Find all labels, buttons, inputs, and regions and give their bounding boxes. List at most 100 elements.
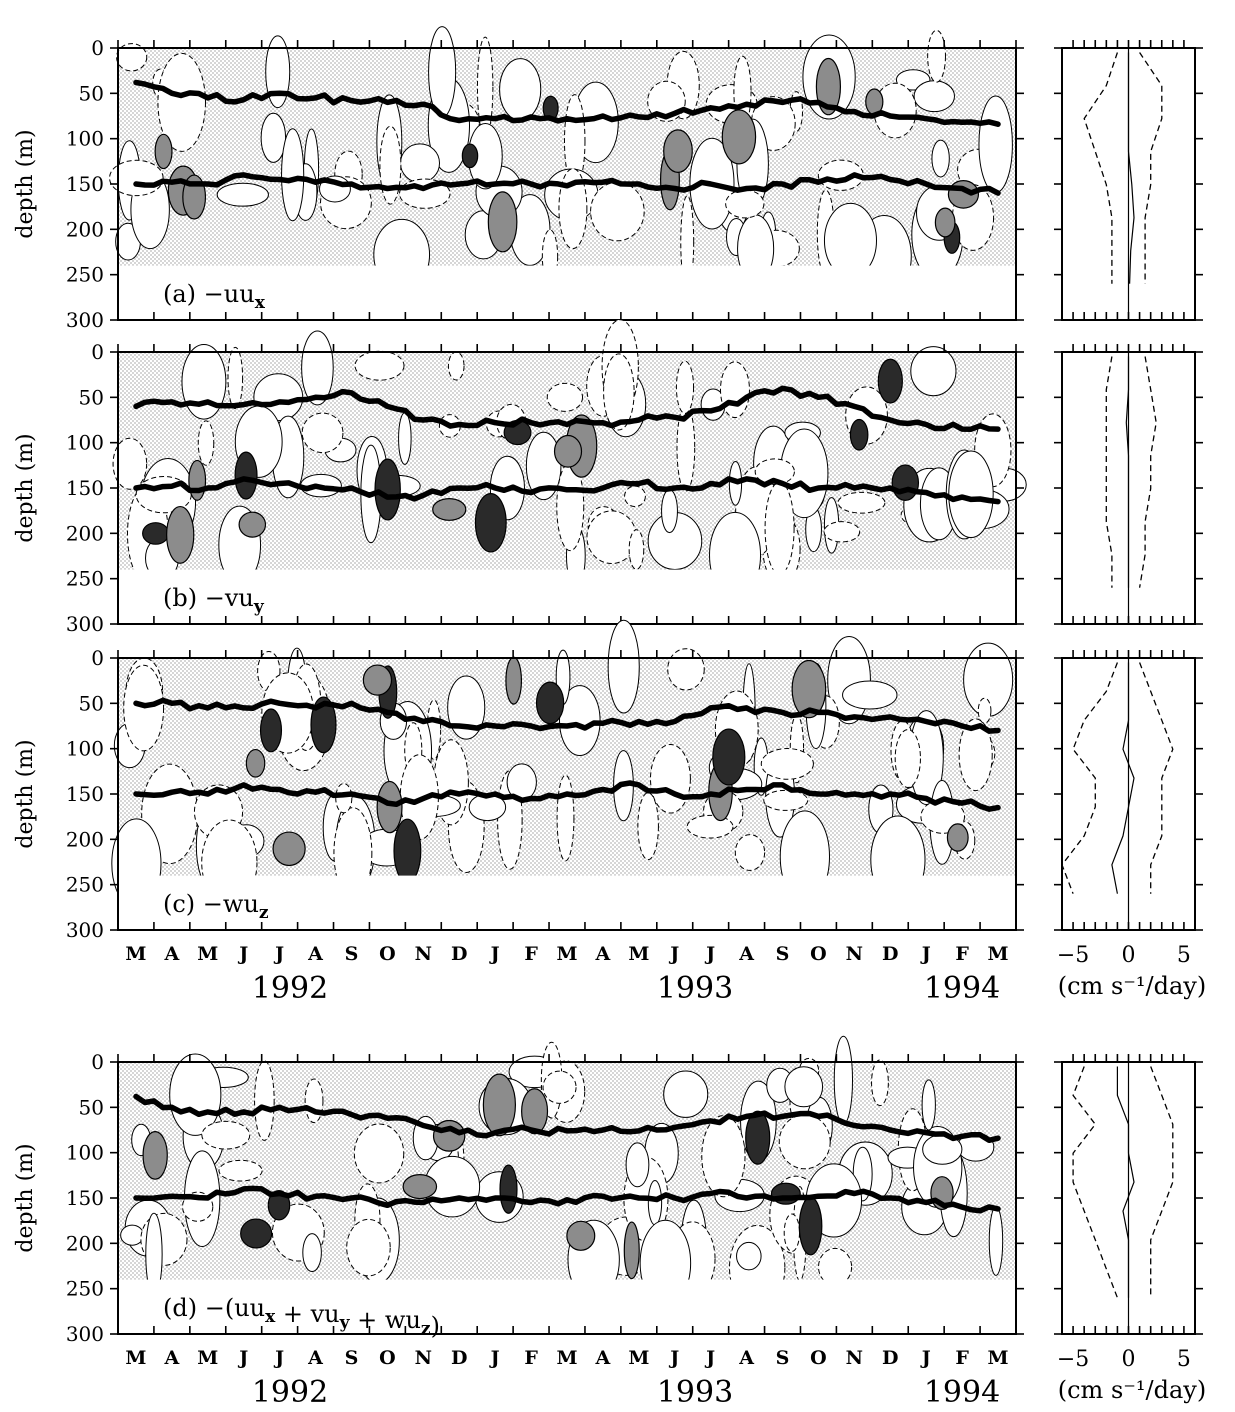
contour-core [154, 133, 173, 170]
contour-core [499, 1164, 518, 1214]
profile-mean-line [1111, 662, 1135, 894]
contour-cell [760, 748, 814, 780]
contour-core [362, 664, 393, 696]
panel-a: 0 50 100 150 200 250 300 depth (m) (a) −uux [13, 26, 1203, 332]
y-tick-label: 0 [91, 646, 104, 670]
month-label: F [524, 1347, 538, 1369]
month-label: S [345, 1347, 359, 1369]
contour-cell [218, 1159, 263, 1182]
month-label: M [556, 943, 577, 965]
month-label: J [704, 1347, 715, 1369]
contour-cell [754, 458, 795, 485]
month-label: S [776, 1347, 790, 1369]
y-tick-label: 300 [66, 612, 104, 636]
month-label: O [379, 943, 396, 965]
contour-core [798, 1196, 823, 1256]
month-label: N [415, 943, 432, 965]
contour-cell [216, 182, 269, 207]
contour-cell [977, 697, 992, 724]
contour-cell [112, 437, 148, 490]
y-tick-label: 0 [91, 36, 104, 60]
month-label: A [307, 1347, 323, 1369]
contour-cell [647, 1179, 663, 1226]
month-label: F [955, 943, 969, 965]
contour-cell [265, 35, 291, 109]
month-label: A [164, 943, 180, 965]
contour-cell [763, 789, 809, 811]
contour-cell [301, 412, 344, 454]
profile-x-tick-label: 5 [1177, 943, 1191, 968]
contour-cell [837, 491, 886, 514]
contour-cell [661, 489, 678, 534]
profile-x-axis-label: (cm s⁻¹/day) [1058, 972, 1206, 1000]
contour-core [142, 522, 170, 545]
profile-std-right-line [1139, 52, 1163, 284]
year-label: 1993 [657, 1375, 733, 1410]
month-label: J [920, 1347, 931, 1369]
month-label: J [704, 943, 715, 965]
contour-core [402, 1174, 438, 1200]
year-label: 1994 [924, 971, 1000, 1006]
contour-core [487, 191, 518, 253]
contour-cell [675, 360, 695, 414]
contour-core [259, 708, 283, 753]
y-tick-label: 250 [66, 263, 104, 287]
lower-thermocline-line [133, 1185, 1001, 1214]
month-label: M [125, 943, 146, 965]
contour-core [934, 207, 956, 238]
contour-core [721, 109, 757, 165]
profile-std-left-line [1105, 356, 1113, 588]
profile-mean-line [1116, 1066, 1135, 1298]
month-label: S [776, 943, 790, 965]
month-label: M [988, 1347, 1009, 1369]
lower-thermocline-line [133, 172, 1001, 196]
contour-cell [304, 1078, 324, 1124]
contour-cell [586, 510, 637, 565]
lower-thermocline-line [133, 780, 1001, 812]
contour-cell [842, 680, 898, 710]
y-tick-label: 200 [66, 827, 104, 851]
contour-cell [476, 36, 494, 138]
month-label: O [810, 943, 827, 965]
contour-cell [499, 58, 542, 121]
blank-area [119, 569, 1015, 623]
y-tick-label: 0 [91, 1050, 104, 1074]
contour-core [623, 1221, 640, 1280]
contour-core [234, 451, 258, 500]
contour-core [432, 1119, 466, 1152]
contour-core [791, 659, 827, 719]
panel-label: (d) −(uux + vuy + wuz) [163, 1294, 440, 1340]
contour-core [374, 458, 401, 521]
y-axis-label: depth (m) [13, 1143, 38, 1252]
contour-cell [556, 774, 575, 862]
y-axis-label: depth (m) [13, 433, 38, 542]
panel-label: (c) −wuz [163, 890, 269, 923]
month-label: J [237, 943, 248, 965]
y-tick-label: 300 [66, 918, 104, 942]
contour-cell [784, 1066, 824, 1108]
y-tick-label: 100 [66, 1141, 104, 1165]
month-label: F [524, 943, 538, 965]
contour-cell [197, 420, 215, 466]
contour-core [946, 823, 969, 852]
contour-cell [625, 1142, 650, 1188]
y-tick-label: 100 [66, 127, 104, 151]
contour-cell [181, 343, 227, 420]
contour-cell [254, 1060, 275, 1141]
month-label: D [882, 1347, 898, 1369]
contour-cell [871, 1059, 889, 1107]
month-label: M [628, 1347, 649, 1369]
month-label: J [273, 943, 284, 965]
contour-cell [894, 729, 921, 788]
contour-cell [778, 1114, 831, 1170]
month-label: D [451, 943, 467, 965]
month-label: A [595, 1347, 611, 1369]
blank-area [119, 875, 1015, 929]
contour-core [891, 464, 920, 501]
y-tick-label: 50 [79, 385, 104, 409]
contour-core [877, 358, 903, 404]
month-label: J [920, 943, 931, 965]
contour-cell [302, 1233, 322, 1273]
